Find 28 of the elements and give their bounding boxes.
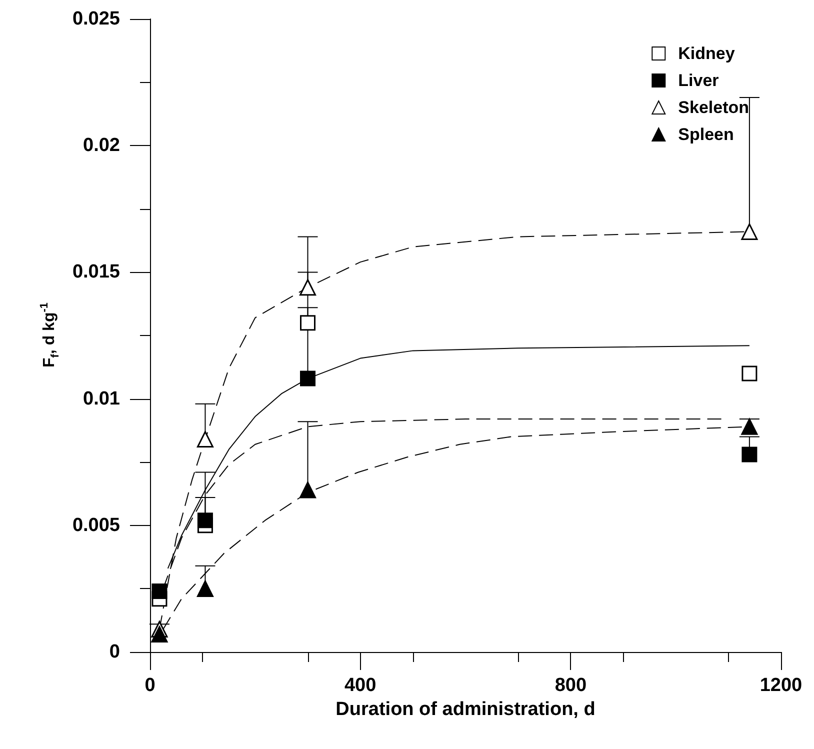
x-tick-label: 0 (144, 675, 156, 696)
point (300, 482, 316, 498)
x-tick-label: 1200 (760, 675, 802, 696)
point (196, 580, 214, 597)
point (300, 370, 316, 386)
x-tick-label: 800 (554, 675, 587, 696)
y-tick-label: 0.005 (72, 514, 120, 536)
point (742, 366, 758, 382)
legend-label: Skeleton (678, 98, 750, 117)
y-tick-label: 0.025 (72, 8, 120, 30)
y-tick-label: 0 (109, 642, 120, 662)
y-tick-label: 0.02 (83, 135, 120, 156)
point (300, 279, 316, 296)
point (152, 583, 168, 599)
point (197, 512, 213, 528)
legend-label: Spleen (678, 125, 734, 144)
point (741, 418, 758, 435)
legend-label: Liver (678, 71, 720, 90)
point (742, 446, 758, 462)
legend-label: Kidney (678, 44, 736, 63)
y-tick-label: 0.01 (83, 388, 120, 410)
x-tick-label: 400 (344, 675, 376, 696)
point (741, 223, 758, 240)
point (151, 626, 168, 643)
point (300, 315, 316, 331)
point (196, 431, 214, 448)
x-axis-title: Duration of administration, d (336, 698, 596, 720)
y-tick-label: 0.015 (72, 262, 120, 283)
